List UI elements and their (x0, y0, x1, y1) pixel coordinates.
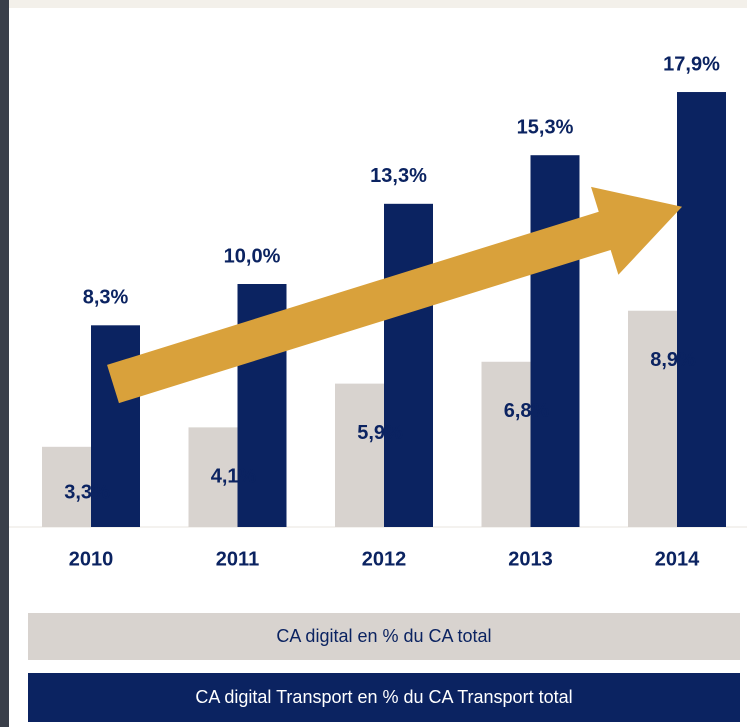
legend: CA digital en % du CA total CA digital T… (28, 613, 740, 722)
value-label: 5,9% (357, 422, 403, 444)
labels: 2010 3,3% 8,3% 2011 4,1% 10,0% 2012 5,9% 13,3% 20… (64, 53, 720, 570)
bar (628, 310, 677, 527)
bar (677, 92, 726, 527)
value-label: 8,9% (650, 349, 696, 371)
value-label: 8,3% (83, 287, 129, 309)
left-strip (0, 0, 9, 727)
legend-swatch (28, 613, 740, 660)
x-tick-label: 2014 (655, 548, 700, 570)
bar (42, 446, 91, 527)
value-label: 17,9% (663, 53, 720, 75)
legend-label: CA digital Transport en % du CA Transpor… (195, 687, 572, 707)
value-label: 3,3% (64, 481, 110, 503)
value-label: 4,1% (211, 466, 257, 488)
arrow-shape (107, 186, 683, 404)
x-tick-label: 2011 (216, 548, 259, 570)
legend-label: CA digital en % du CA total (276, 626, 491, 646)
value-label: 10,0% (224, 245, 281, 267)
bar (384, 203, 433, 527)
top-strip (0, 0, 747, 8)
legend-swatch (28, 673, 740, 722)
value-label: 13,3% (370, 165, 427, 187)
value-label: 15,3% (517, 116, 574, 138)
bar (335, 383, 384, 527)
bar (481, 361, 531, 527)
x-tick-label: 2013 (508, 548, 553, 570)
value-label: 6,8% (504, 400, 550, 422)
x-tick-label: 2010 (69, 548, 114, 570)
bar (188, 427, 238, 527)
bar (530, 155, 580, 527)
x-tick-label: 2012 (362, 548, 407, 570)
trend-arrow (107, 186, 683, 404)
